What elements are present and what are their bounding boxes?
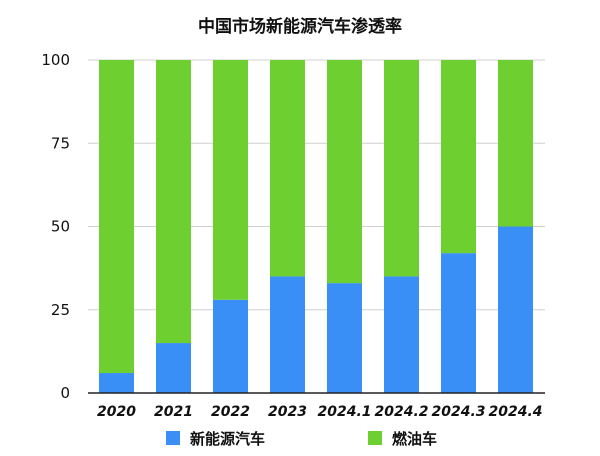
- bar-nev-2023: [270, 276, 305, 393]
- bar-nev-2022: [213, 299, 248, 393]
- bar-nev-2020: [99, 373, 134, 393]
- bar-nev-2024.3: [441, 253, 476, 393]
- x-tick-label: 2023: [268, 404, 307, 420]
- legend-label-fuel: 燃油车: [392, 430, 437, 448]
- x-tick-label: 2024.3: [431, 404, 485, 420]
- bar-nev-2024.2: [384, 276, 419, 393]
- x-tick-label: 2021: [154, 404, 193, 420]
- x-tick-label: 2024.2: [374, 404, 428, 420]
- chart-title: 中国市场新能源汽车渗透率: [198, 16, 402, 37]
- x-tick-label: 2024.1: [317, 404, 371, 420]
- bar-nev-2024.4: [498, 226, 533, 393]
- y-tick-label: 0: [60, 384, 70, 402]
- x-tick-label: 2022: [211, 404, 250, 420]
- y-tick-label: 100: [41, 51, 70, 69]
- bar-fuel-2024.1: [327, 60, 362, 284]
- bar-fuel-2021: [156, 60, 191, 344]
- x-tick-label: 2024.4: [488, 404, 542, 420]
- legend-swatch-nev: [166, 431, 180, 445]
- y-tick-label: 25: [51, 301, 70, 319]
- bars: [99, 60, 533, 393]
- y-axis-ticks: 0 25 50 75 100: [41, 51, 70, 402]
- legend-label-nev: 新能源汽车: [190, 430, 265, 448]
- bar-fuel-2024.2: [384, 60, 419, 277]
- y-tick-label: 75: [51, 134, 70, 152]
- bar-fuel-2024.3: [441, 60, 476, 254]
- bar-nev-2021: [156, 343, 191, 393]
- legend: 新能源汽车 燃油车: [166, 430, 437, 448]
- bar-fuel-2024.4: [498, 60, 533, 227]
- bar-fuel-2020: [99, 60, 134, 374]
- y-tick-label: 50: [51, 218, 70, 236]
- x-tick-label: 2020: [97, 404, 136, 420]
- bar-nev-2024.1: [327, 283, 362, 393]
- legend-swatch-fuel: [368, 431, 382, 445]
- bar-fuel-2023: [270, 60, 305, 277]
- x-axis-ticks: 2020 2021 2022 2023 2024.1 2024.2 2024.3 2024.4: [97, 404, 543, 420]
- bar-fuel-2022: [213, 60, 248, 300]
